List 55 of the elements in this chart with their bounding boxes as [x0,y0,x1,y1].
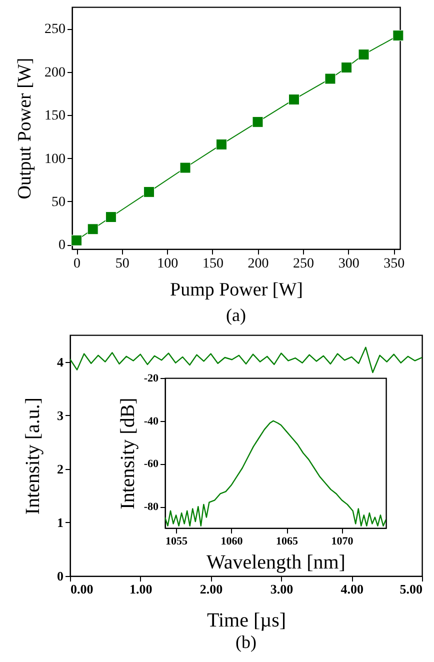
point [180,162,191,174]
y-tick-label: 3 [57,408,64,423]
point [288,94,300,105]
text: (a) [226,305,246,325]
point [87,224,98,235]
x-tick-label: 1070 [331,536,354,548]
y-tick-label: 200 [44,65,66,80]
x-tick-label: 5.00 [400,582,422,596]
x-tick-label: 3.00 [270,582,294,596]
y-tick-label: 0 [57,568,64,584]
y-tick-label: -40 [144,415,159,428]
x-tick-label: 4.00 [340,582,364,596]
x-tick-label: 1.00 [130,582,152,596]
x-tick-label: 1055 [166,536,188,548]
line-series [165,420,386,526]
text: (b) [236,632,256,652]
x-axis-title: Time [µs] [206,610,286,632]
point [105,212,116,223]
x-tick-label: 1065 [276,536,299,548]
x-tick-label: 0 [74,256,81,272]
x-tick-label: 300 [338,256,360,272]
point [252,116,264,128]
x-tick-label: 0.00 [70,582,94,596]
y-tick-label: 0 [58,238,66,254]
x-tick-label: 250 [293,256,314,272]
point [216,138,227,150]
y-tick-label: 100 [44,152,66,167]
x-tick-label: 50 [115,256,130,272]
y-tick-label: -20 [144,372,159,384]
y-tick-label: 50 [52,194,66,210]
y-tick-label: 250 [44,22,66,38]
point [324,73,336,84]
x-tick-label: 150 [202,256,224,272]
y-tick-label: 2 [57,461,64,476]
y-tick-label: 150 [44,108,66,124]
point [341,62,352,73]
x-axis-title: Pump Power [W] [170,280,303,300]
point [392,30,404,42]
y-axis-title: Intensity [a.u.] [22,397,44,515]
x-axis-title: Wavelength [nm] [206,552,346,574]
x-tick-label: 1060 [220,536,244,548]
y-tick-label: -80 [144,501,159,514]
x-tick-label: 350 [384,256,405,272]
y-tick-label: 4 [57,354,64,370]
y-tick-label: -60 [144,458,159,470]
point [358,49,370,60]
y-axis-title: Intensity [dB] [116,398,139,510]
x-tick-label: 2.00 [200,582,223,596]
y-tick-label: 1 [57,514,64,530]
line-series [70,346,422,374]
x-tick-label: 200 [248,256,269,272]
point [144,186,155,198]
x-tick-label: 100 [157,256,178,272]
point [71,234,82,246]
y-axis-title: Output Power [W] [14,58,36,200]
